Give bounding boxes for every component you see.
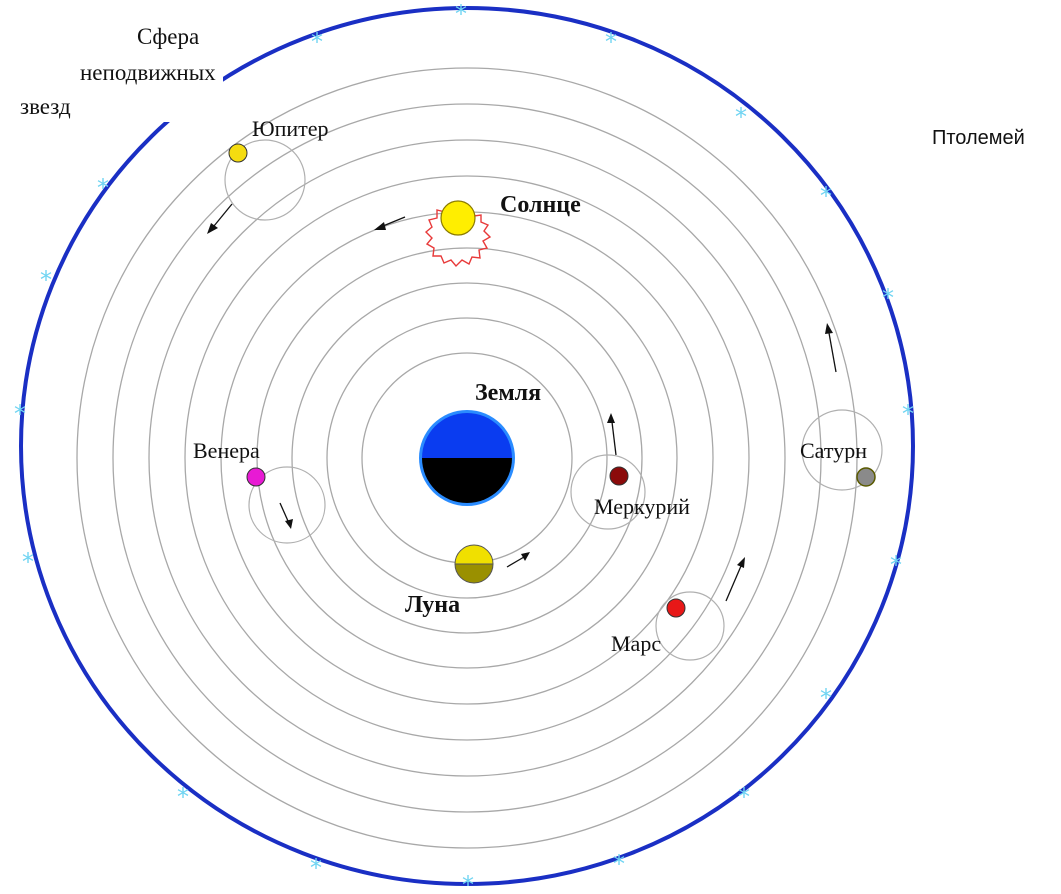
sphere-label-line-1: Сфера (137, 24, 199, 49)
sun-disc (440, 200, 476, 236)
mercury-label: Меркурий (594, 494, 690, 519)
star-icon: * (14, 400, 26, 428)
venus-epicycle (248, 466, 326, 544)
star-icon: * (177, 783, 189, 811)
star-icon: * (97, 174, 109, 202)
saturn: Сатурн (800, 323, 883, 491)
jupiter: Юпитер (207, 116, 329, 234)
orbit-7 (148, 139, 786, 777)
star-icon: * (455, 0, 467, 28)
mars-label: Марс (611, 631, 661, 656)
mars-motion-arrow-icon (725, 557, 745, 602)
moon-bottom-half (454, 563, 494, 584)
mercury-epicycle (570, 454, 646, 530)
moon-label: Луна (405, 592, 460, 618)
venus-label: Венера (193, 438, 260, 463)
earth-bottom-half (422, 458, 512, 503)
star-icon: * (738, 783, 750, 811)
mercury-planet (609, 466, 629, 486)
star-icon: * (890, 551, 902, 579)
saturn-label: Сатурн (800, 438, 867, 463)
venus-motion-arrow-icon (279, 502, 293, 529)
moon-motion-arrow-icon (506, 552, 530, 568)
star-icon: * (40, 266, 52, 294)
orbit-3 (291, 282, 643, 634)
earth-label: Земля (475, 380, 541, 406)
sun-corona (424, 204, 492, 268)
orbit-jupiter (112, 103, 822, 813)
orbit-mercury (326, 317, 608, 599)
fixed-stars: * * * * * * * * * * * * * * * * * * * (14, 0, 914, 894)
sphere-label-line-2: неподвижных (80, 60, 216, 85)
saturn-planet (856, 467, 876, 487)
earth-top-half (422, 413, 512, 458)
venus: Венера (193, 438, 326, 544)
earth: Земля (419, 380, 541, 506)
orbit-venus (256, 247, 678, 669)
jupiter-label: Юпитер (252, 116, 329, 141)
star-icon: * (613, 850, 625, 878)
sun-motion-arrow-icon (374, 216, 406, 230)
star-icon: * (882, 284, 894, 312)
jupiter-epicycle (224, 139, 306, 221)
mercury-motion-arrow-icon (607, 413, 617, 456)
orbit-saturn (76, 67, 858, 849)
sun-label: Солнце (500, 192, 581, 218)
star-icon: * (820, 684, 832, 712)
star-icon: * (310, 854, 322, 882)
sun: Солнце (374, 192, 581, 268)
mars: Марс (611, 557, 745, 661)
star-icon: * (605, 28, 617, 56)
sphere-of-fixed-stars (19, 6, 915, 886)
star-icon: * (735, 103, 747, 131)
moon: Луна (405, 544, 530, 618)
saturn-epicycle (801, 409, 883, 491)
star-icon: * (311, 28, 323, 56)
sphere-label: Сфера неподвижных звезд (18, 18, 223, 122)
mars-epicycle (655, 591, 725, 661)
orbit-mars (184, 175, 750, 741)
moon-top-half (454, 544, 494, 565)
star-icon: * (462, 871, 474, 894)
jupiter-motion-arrow-icon (207, 203, 233, 234)
star-icon: * (820, 182, 832, 210)
star-icon: * (22, 548, 34, 576)
sphere-label-line-3: звезд (20, 94, 71, 119)
jupiter-planet (228, 143, 248, 163)
saturn-motion-arrow-icon (825, 323, 837, 373)
mercury: Меркурий (570, 413, 690, 530)
star-icon: * (902, 400, 914, 428)
sphere-label-backdrop (18, 18, 223, 122)
mars-planet (666, 598, 686, 618)
page-title: Птолемей (932, 127, 1025, 149)
venus-planet (246, 467, 266, 487)
